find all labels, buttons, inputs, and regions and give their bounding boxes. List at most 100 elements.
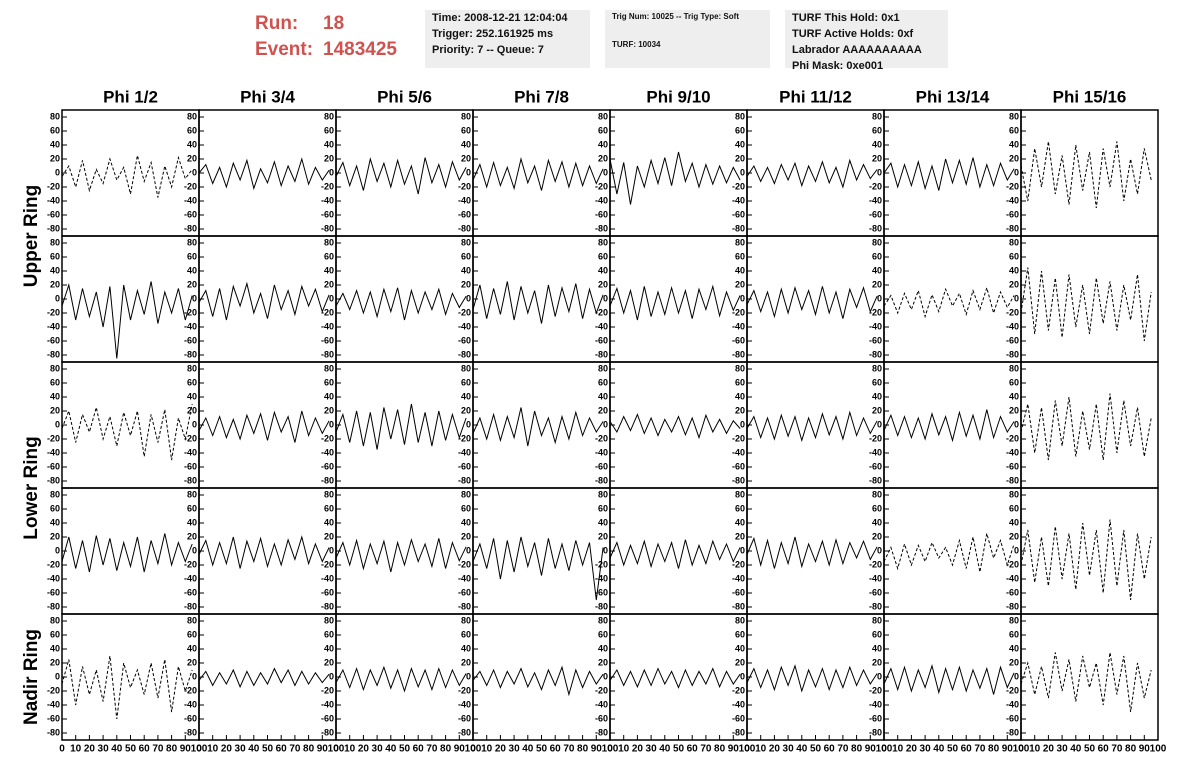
- y-tick-label: -20: [1006, 685, 1019, 695]
- panel-frame: [883, 487, 1022, 615]
- y-tick-label: 20: [324, 531, 334, 541]
- waveform: [61, 155, 193, 198]
- y-tick-label: -80: [47, 223, 60, 233]
- y-tick-label: 20: [598, 405, 608, 415]
- y-tick-label: 60: [324, 377, 334, 387]
- x-tick-label: 60: [824, 744, 836, 755]
- y-tick-label: 20: [598, 153, 608, 163]
- y-tick-label: 80: [1009, 363, 1019, 373]
- x-tick-label: 60: [550, 744, 562, 755]
- y-tick-label: -60: [184, 713, 197, 723]
- y-tick-label: 60: [735, 503, 745, 513]
- x-tick-label: 0: [333, 744, 339, 755]
- y-tick-label: -20: [184, 307, 197, 317]
- y-tick-label: -60: [595, 335, 608, 345]
- panel-frame: [472, 361, 611, 489]
- y-tick-label: 20: [735, 153, 745, 163]
- y-tick-label: 80: [735, 237, 745, 247]
- x-tick-label: 20: [84, 744, 96, 755]
- y-tick-label: 60: [187, 629, 197, 639]
- y-tick-label: 40: [1009, 517, 1019, 527]
- x-tick-label: 60: [1098, 744, 1110, 755]
- y-tick-label: 80: [324, 111, 334, 121]
- x-tick-label: 0: [59, 744, 65, 755]
- panel-frame: [335, 487, 474, 615]
- y-tick-label: -40: [869, 447, 882, 457]
- waveform: [1020, 519, 1152, 601]
- y-tick-label: -40: [184, 321, 197, 331]
- column-label: Phi 5/6: [377, 87, 432, 106]
- x-tick-label: 40: [933, 744, 945, 755]
- waveform: [746, 410, 878, 443]
- y-tick-label: 40: [598, 391, 608, 401]
- y-tick-label: 40: [187, 265, 197, 275]
- y-tick-label: 40: [461, 643, 471, 653]
- y-tick-label: 0: [466, 167, 471, 177]
- y-tick-label: 80: [187, 363, 197, 373]
- waveform: [335, 157, 467, 195]
- waveform: [61, 281, 193, 359]
- y-tick-label: 80: [187, 111, 197, 121]
- y-tick-label: 60: [598, 629, 608, 639]
- y-tick-label: 40: [1009, 391, 1019, 401]
- y-tick-label: 80: [598, 363, 608, 373]
- y-tick-label: 60: [461, 629, 471, 639]
- y-tick-label: -60: [184, 209, 197, 219]
- y-tick-label: -40: [732, 573, 745, 583]
- y-tick-label: -20: [732, 559, 745, 569]
- x-tick-label: 0: [1018, 744, 1024, 755]
- x-tick-label: 40: [248, 744, 260, 755]
- y-tick-label: -20: [47, 685, 60, 695]
- y-tick-label: -20: [595, 307, 608, 317]
- y-tick-label: 0: [740, 293, 745, 303]
- x-tick-label: 70: [837, 744, 849, 755]
- x-tick-label: 100: [465, 744, 482, 755]
- y-tick-label: 80: [598, 237, 608, 247]
- y-tick-label: -40: [595, 699, 608, 709]
- y-tick-label: 60: [187, 503, 197, 513]
- y-tick-label: 80: [461, 111, 471, 121]
- y-tick-label: -20: [458, 181, 471, 191]
- y-tick-label: 20: [50, 657, 60, 667]
- y-tick-label: 40: [324, 391, 334, 401]
- y-tick-label: 0: [192, 293, 197, 303]
- y-tick-label: 0: [877, 545, 882, 555]
- waveform: [61, 655, 193, 720]
- y-tick-label: 20: [324, 279, 334, 289]
- y-tick-label: 20: [735, 279, 745, 289]
- y-tick-label: 40: [461, 139, 471, 149]
- y-tick-label: 60: [461, 125, 471, 135]
- y-tick-label: 80: [50, 363, 60, 373]
- panel-frame: [1020, 613, 1159, 741]
- y-tick-label: 80: [50, 489, 60, 499]
- y-tick-label: 80: [50, 615, 60, 625]
- waveform: [198, 410, 330, 443]
- panel-frame: [472, 235, 611, 363]
- y-tick-label: -80: [1006, 223, 1019, 233]
- panel-frame: [746, 109, 885, 237]
- y-tick-label: 60: [324, 503, 334, 513]
- y-tick-label: -80: [321, 349, 334, 359]
- y-tick-label: -20: [595, 181, 608, 191]
- y-tick-label: 0: [603, 167, 608, 177]
- panel-frame: [609, 109, 748, 237]
- y-tick-label: 20: [598, 531, 608, 541]
- panel-frame: [609, 487, 748, 615]
- y-tick-label: 40: [50, 139, 60, 149]
- y-tick-label: -40: [321, 195, 334, 205]
- y-tick-label: -40: [47, 573, 60, 583]
- y-tick-label: 60: [735, 629, 745, 639]
- y-tick-label: 40: [187, 643, 197, 653]
- y-tick-label: -20: [1006, 307, 1019, 317]
- x-tick-label: 40: [796, 744, 808, 755]
- y-tick-label: -20: [321, 433, 334, 443]
- waveform: [746, 158, 878, 189]
- waveform: [1020, 652, 1152, 713]
- y-tick-label: 60: [461, 377, 471, 387]
- y-tick-label: 20: [735, 657, 745, 667]
- y-tick-label: 40: [872, 265, 882, 275]
- y-tick-label: 80: [187, 489, 197, 499]
- info-line: Labrador AAAAAAAAAA: [792, 44, 922, 56]
- y-tick-label: 0: [1014, 167, 1019, 177]
